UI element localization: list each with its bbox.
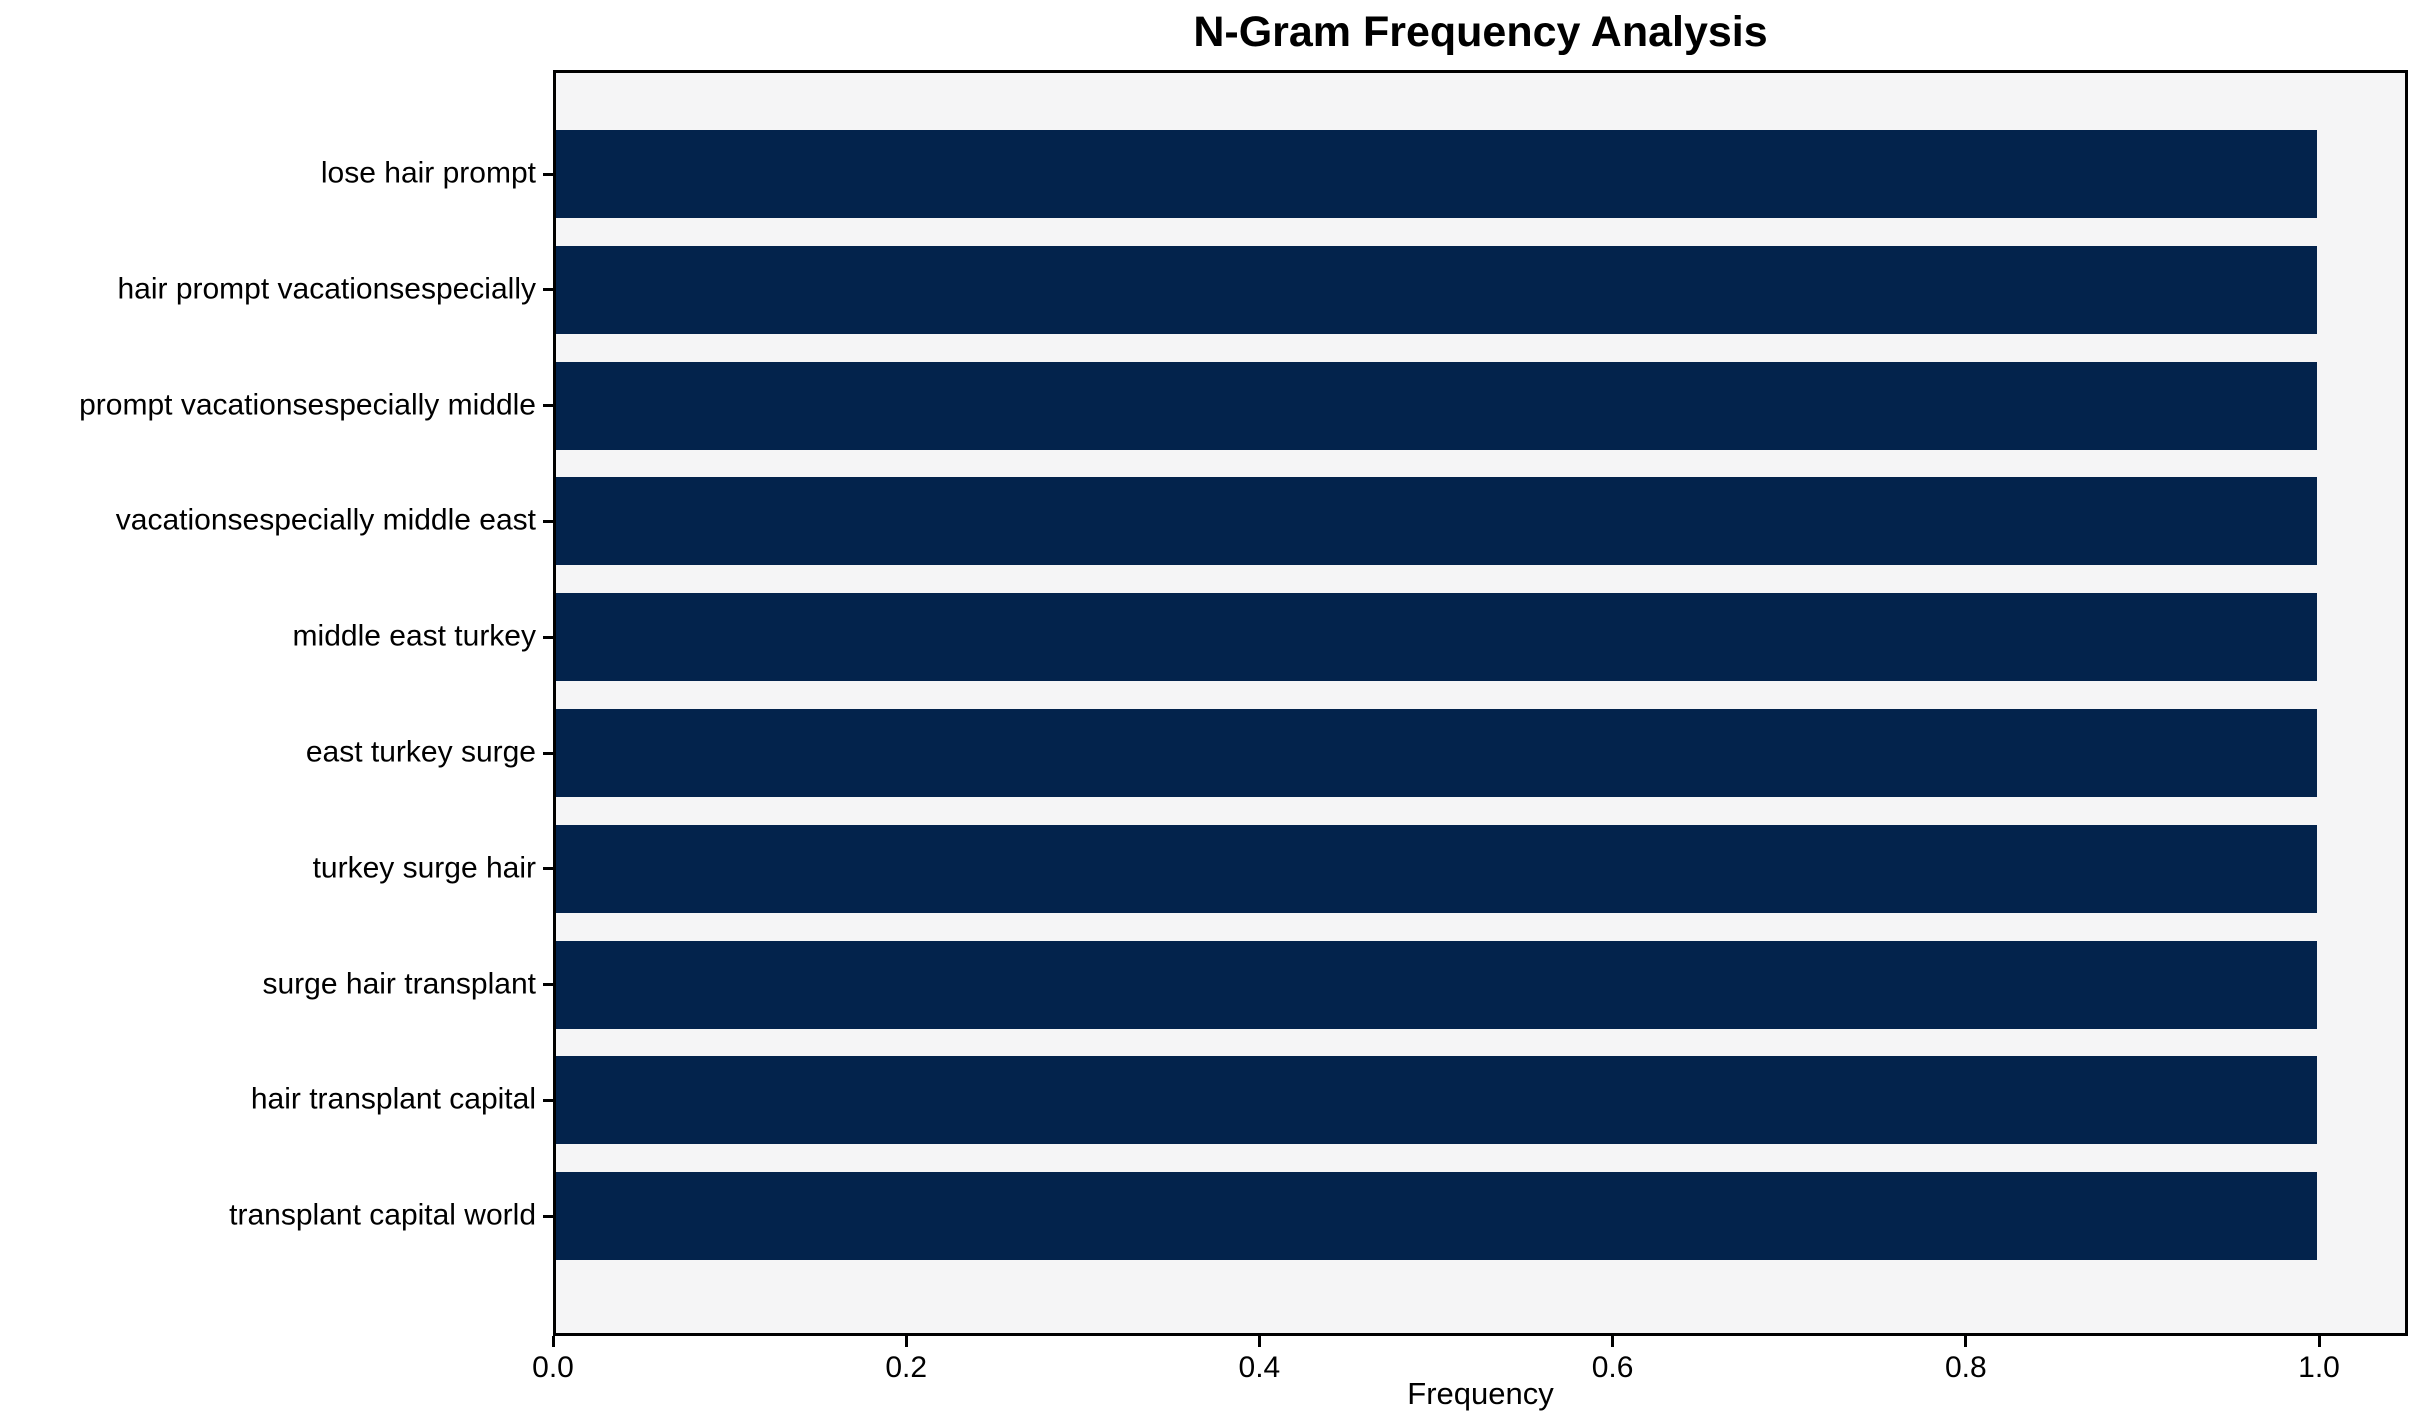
bar <box>556 824 2317 913</box>
y-tick-label: east turkey surge <box>305 735 536 769</box>
bar <box>556 1172 2317 1261</box>
bar <box>556 940 2317 1029</box>
x-tick-label: 1.0 <box>2298 1351 2340 1384</box>
x-tick-label: 0.2 <box>885 1351 928 1384</box>
bar <box>556 709 2317 797</box>
bar <box>556 361 2317 450</box>
x-tick-label: 0.6 <box>1591 1351 1634 1384</box>
plot-area <box>553 70 2408 1336</box>
y-tick <box>543 172 553 176</box>
y-tick-label: vacationsespecially middle east <box>115 503 536 537</box>
y-tick-label: turkey surge hair <box>312 851 536 885</box>
y-tick <box>543 983 553 987</box>
y-tick <box>543 751 553 755</box>
x-tick <box>2317 1336 2321 1347</box>
y-tick-label: prompt vacationsespecially middle <box>79 387 536 421</box>
y-tick <box>543 519 553 523</box>
x-tick-label: 0.0 <box>532 1351 574 1384</box>
x-tick <box>551 1336 555 1347</box>
y-tick-label: lose hair prompt <box>320 156 536 190</box>
y-tick-label: hair transplant capital <box>250 1082 536 1116</box>
y-tick-label: hair prompt vacationsespecially <box>117 272 536 306</box>
x-tick <box>1964 1336 1968 1347</box>
bar <box>556 477 2317 566</box>
x-tick <box>1611 1336 1615 1347</box>
y-tick-label: middle east turkey <box>292 619 536 653</box>
chart-title: N-Gram Frequency Analysis <box>1193 8 1768 56</box>
bar <box>556 130 2317 218</box>
bar <box>556 593 2317 682</box>
x-axis-title: Frequency <box>1407 1376 1554 1411</box>
y-tick <box>543 635 553 639</box>
y-tick <box>543 1214 553 1218</box>
x-tick <box>904 1336 908 1347</box>
x-tick-label: 0.4 <box>1238 1351 1281 1384</box>
y-tick <box>543 867 553 871</box>
x-tick <box>1257 1336 1261 1347</box>
y-tick <box>543 404 553 408</box>
y-tick <box>543 288 553 292</box>
y-tick <box>543 1098 553 1102</box>
bar <box>556 1056 2317 1145</box>
x-tick-label: 0.8 <box>1944 1351 1987 1384</box>
y-tick-label: transplant capital world <box>229 1198 536 1232</box>
bar <box>556 245 2317 334</box>
y-tick-label: surge hair transplant <box>262 966 537 1000</box>
